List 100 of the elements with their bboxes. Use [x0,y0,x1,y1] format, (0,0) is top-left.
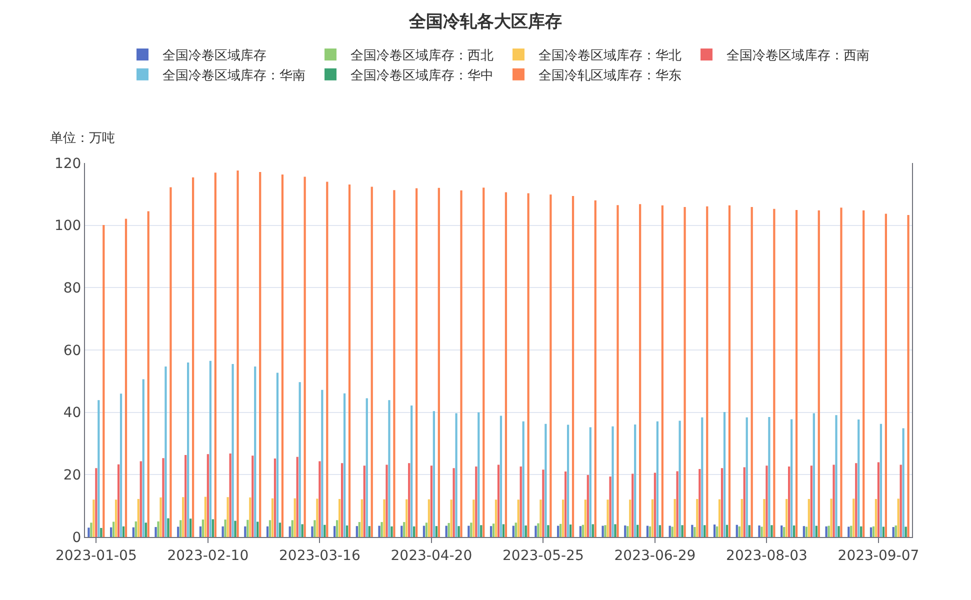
bar [124,218,128,537]
bar [430,466,432,537]
bar [452,468,455,537]
bar [182,497,184,537]
bar [564,472,567,537]
bar [393,190,396,537]
bar [378,526,380,537]
bar [788,466,790,537]
bar [892,527,894,537]
x-tick-label: 2023-09-07 [838,548,920,564]
bar [190,518,192,537]
bar [500,416,502,537]
bar [517,500,520,537]
bar [786,498,788,537]
bar [790,419,793,537]
bar [296,456,298,537]
bar [428,499,430,537]
bar [88,528,90,537]
y-tick-label: 60 [63,342,82,359]
bar [458,526,460,537]
bar [904,526,907,537]
bar [468,526,470,537]
bar [278,522,282,537]
bar [324,524,326,537]
bar [403,522,406,537]
bar [204,496,206,537]
y-tick-label: 40 [63,405,82,422]
bar [850,526,852,537]
bar [199,526,202,537]
bar [701,417,704,537]
bar [825,526,828,537]
bar [291,520,294,537]
bar [184,455,187,537]
bar [147,211,150,537]
bar [390,526,393,537]
bar [410,405,413,537]
legend-label: 全国冷卷区域库存：华南 [162,68,306,84]
bar [368,526,370,537]
bar [840,208,842,537]
legend-label: 全国冷卷区域库存：华北 [538,48,682,64]
bar [356,526,358,537]
bar [738,526,740,537]
bar [346,525,348,537]
bar [748,525,750,537]
bar [252,456,254,537]
bar [249,497,252,537]
bar [288,526,291,537]
bar [706,206,708,537]
bar [122,526,125,537]
bar [557,526,560,537]
bar [658,525,661,537]
bar [723,412,726,537]
bar [897,498,900,537]
bar [646,526,649,537]
bar [884,214,887,537]
bar [858,420,860,537]
bar [720,468,724,537]
bar [569,524,572,537]
bar [170,187,172,537]
bar [137,498,140,537]
bar [98,400,100,537]
bar [157,521,160,537]
bar [592,524,594,537]
bar [880,424,882,537]
bar [214,172,216,537]
bar [808,498,810,537]
bar [301,524,304,537]
bar [494,500,498,537]
bar [768,417,770,537]
bar [537,523,540,537]
bar [894,525,897,537]
bar [271,498,274,537]
y-axis-title: 单位：万吨 [50,131,115,146]
bar [540,500,542,537]
bar [490,526,492,537]
bar [202,520,204,537]
bar [160,497,162,537]
bar [246,520,249,537]
bar [370,186,373,537]
bar [326,182,328,537]
bar [624,525,626,537]
bar [750,206,753,537]
bar [318,461,321,537]
bar [524,525,527,537]
bar [497,464,500,537]
bar [763,498,766,537]
bar [276,372,279,537]
bar [604,525,606,537]
bar [550,194,552,537]
bar [294,498,296,537]
bar [316,498,318,537]
bar [832,464,835,537]
bar [478,412,480,537]
bar [694,527,696,537]
bar [614,524,616,537]
bar [612,426,614,537]
bar [102,225,105,537]
bar [226,497,229,537]
x-tick-label: 2023-08-03 [726,548,808,564]
bar [636,524,639,537]
